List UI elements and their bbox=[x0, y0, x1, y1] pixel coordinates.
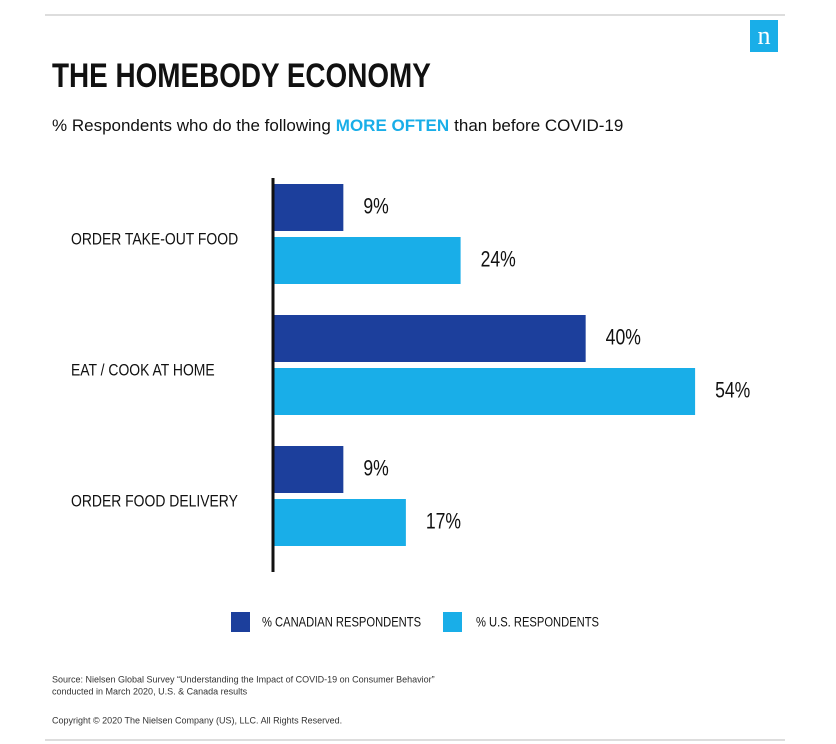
logo: n bbox=[758, 21, 771, 50]
subtitle-highlight: MORE OFTEN bbox=[336, 116, 449, 135]
bar bbox=[273, 184, 344, 231]
source-line: Source: Nielsen Global Survey “Understan… bbox=[52, 674, 435, 684]
source-line: conducted in March 2020, U.S. & Canada r… bbox=[52, 686, 248, 696]
value-label: 54% bbox=[715, 379, 750, 403]
category-label: ORDER TAKE-OUT FOOD bbox=[71, 230, 238, 249]
bar bbox=[273, 499, 406, 546]
subtitle: % Respondents who do the following MORE O… bbox=[52, 116, 623, 135]
bar bbox=[273, 368, 696, 415]
bar bbox=[273, 446, 344, 493]
value-label: 40% bbox=[606, 326, 641, 350]
value-label: 9% bbox=[363, 457, 388, 481]
category-label: ORDER FOOD DELIVERY bbox=[71, 492, 238, 511]
value-label: 17% bbox=[426, 510, 461, 534]
value-label: 9% bbox=[363, 195, 388, 219]
subtitle-part: % Respondents who do the following bbox=[52, 116, 331, 135]
plot-area: ORDER TAKE-OUT FOOD 9% 24% EAT / COOK AT HO… bbox=[71, 184, 750, 546]
bar bbox=[273, 237, 461, 284]
copyright: Copyright © 2020 The Nielsen Company (US… bbox=[52, 715, 342, 725]
legend: % CANADIAN RESPONDENTS % U.S. RESPONDENTS bbox=[231, 612, 599, 632]
legend-label: % U.S. RESPONDENTS bbox=[476, 615, 599, 630]
value-label: 24% bbox=[481, 248, 516, 272]
logo-box bbox=[750, 20, 778, 52]
category-label: EAT / COOK AT HOME bbox=[71, 361, 215, 380]
bar bbox=[273, 315, 586, 362]
legend-swatch bbox=[231, 612, 250, 632]
subtitle-part: than before COVID-19 bbox=[454, 116, 623, 135]
legend-swatch bbox=[443, 612, 462, 632]
legend-label: % CANADIAN RESPONDENTS bbox=[262, 615, 421, 630]
chart-title: THE HOMEBODY ECONOMY bbox=[52, 56, 431, 94]
